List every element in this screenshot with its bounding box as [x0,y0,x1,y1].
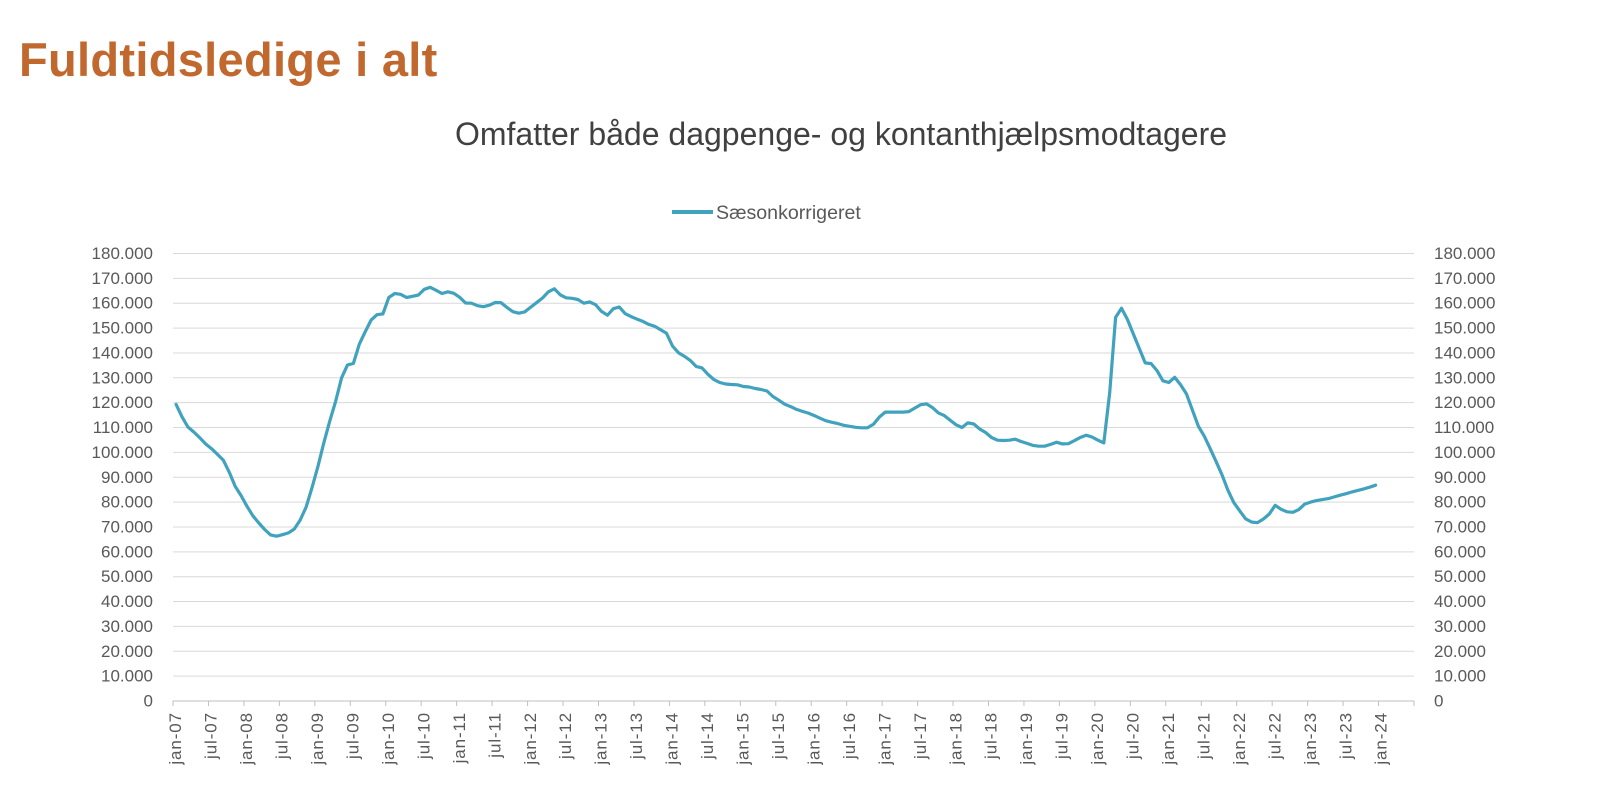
svg-text:10.000: 10.000 [101,667,153,686]
svg-text:jul-20: jul-20 [1124,712,1143,760]
svg-text:jan-10: jan-10 [379,712,398,766]
svg-text:90.000: 90.000 [1434,468,1486,487]
svg-text:40.000: 40.000 [101,592,153,611]
svg-text:80.000: 80.000 [1434,493,1486,512]
svg-text:70.000: 70.000 [101,518,153,537]
svg-text:100.000: 100.000 [1434,443,1495,462]
svg-text:20.000: 20.000 [101,642,153,661]
svg-text:jul-09: jul-09 [344,712,363,760]
svg-text:150.000: 150.000 [92,319,153,338]
svg-text:jan-14: jan-14 [663,712,682,766]
svg-text:0: 0 [1434,692,1443,711]
svg-text:110.000: 110.000 [1434,418,1494,437]
svg-text:jul-16: jul-16 [840,712,859,760]
svg-text:120.000: 120.000 [92,393,153,412]
svg-text:0: 0 [144,692,153,711]
svg-text:jan-20: jan-20 [1088,712,1107,766]
svg-text:170.000: 170.000 [92,269,153,288]
svg-text:jan-16: jan-16 [804,712,823,766]
svg-text:jan-22: jan-22 [1230,712,1249,766]
svg-text:jan-09: jan-09 [308,712,327,766]
svg-text:30.000: 30.000 [1434,617,1486,636]
svg-text:130.000: 130.000 [92,368,153,387]
svg-text:110.000: 110.000 [93,418,153,437]
svg-text:jan-21: jan-21 [1159,712,1178,766]
svg-text:jan-24: jan-24 [1372,712,1391,766]
svg-text:100.000: 100.000 [92,443,153,462]
svg-text:jan-13: jan-13 [592,712,611,766]
svg-text:jan-19: jan-19 [1017,712,1036,766]
svg-text:80.000: 80.000 [101,493,153,512]
svg-text:60.000: 60.000 [101,542,153,561]
svg-text:jan-12: jan-12 [521,712,540,766]
svg-text:40.000: 40.000 [1434,592,1486,611]
svg-text:jul-13: jul-13 [627,712,646,760]
svg-text:jan-23: jan-23 [1301,712,1320,766]
svg-text:170.000: 170.000 [1434,269,1495,288]
svg-text:50.000: 50.000 [101,567,153,586]
svg-text:60.000: 60.000 [1434,542,1486,561]
svg-text:jul-15: jul-15 [769,712,788,760]
svg-text:180.000: 180.000 [92,244,153,263]
svg-text:jul-19: jul-19 [1053,712,1072,760]
svg-text:160.000: 160.000 [1434,294,1495,313]
svg-text:jan-07: jan-07 [166,712,185,766]
svg-text:180.000: 180.000 [1434,244,1495,263]
svg-text:jul-23: jul-23 [1336,712,1355,760]
svg-text:jul-12: jul-12 [556,712,575,760]
svg-text:150.000: 150.000 [1434,319,1495,338]
svg-text:70.000: 70.000 [1434,518,1486,537]
svg-text:130.000: 130.000 [1434,368,1495,387]
svg-text:20.000: 20.000 [1434,642,1486,661]
svg-text:jul-21: jul-21 [1195,712,1214,760]
svg-text:jan-17: jan-17 [875,712,894,766]
svg-text:Sæsonkorrigeret: Sæsonkorrigeret [716,202,861,224]
svg-text:jan-18: jan-18 [946,712,965,766]
svg-text:jul-08: jul-08 [273,712,292,760]
svg-text:120.000: 120.000 [1434,393,1495,412]
svg-text:jul-10: jul-10 [414,712,433,760]
svg-text:jul-07: jul-07 [202,712,221,760]
svg-text:160.000: 160.000 [92,294,153,313]
svg-text:jan-15: jan-15 [734,712,753,766]
svg-text:jan-11: jan-11 [450,712,469,764]
svg-text:50.000: 50.000 [1434,567,1486,586]
svg-text:jan-08: jan-08 [237,712,256,766]
svg-text:jul-11: jul-11 [485,712,504,759]
svg-text:140.000: 140.000 [92,343,153,362]
svg-text:jul-18: jul-18 [982,712,1001,760]
svg-text:jul-22: jul-22 [1265,712,1284,760]
svg-text:90.000: 90.000 [101,468,153,487]
svg-text:140.000: 140.000 [1434,343,1495,362]
svg-text:30.000: 30.000 [101,617,153,636]
svg-text:jul-14: jul-14 [698,712,717,760]
svg-text:jul-17: jul-17 [911,712,930,760]
svg-text:10.000: 10.000 [1434,667,1486,686]
